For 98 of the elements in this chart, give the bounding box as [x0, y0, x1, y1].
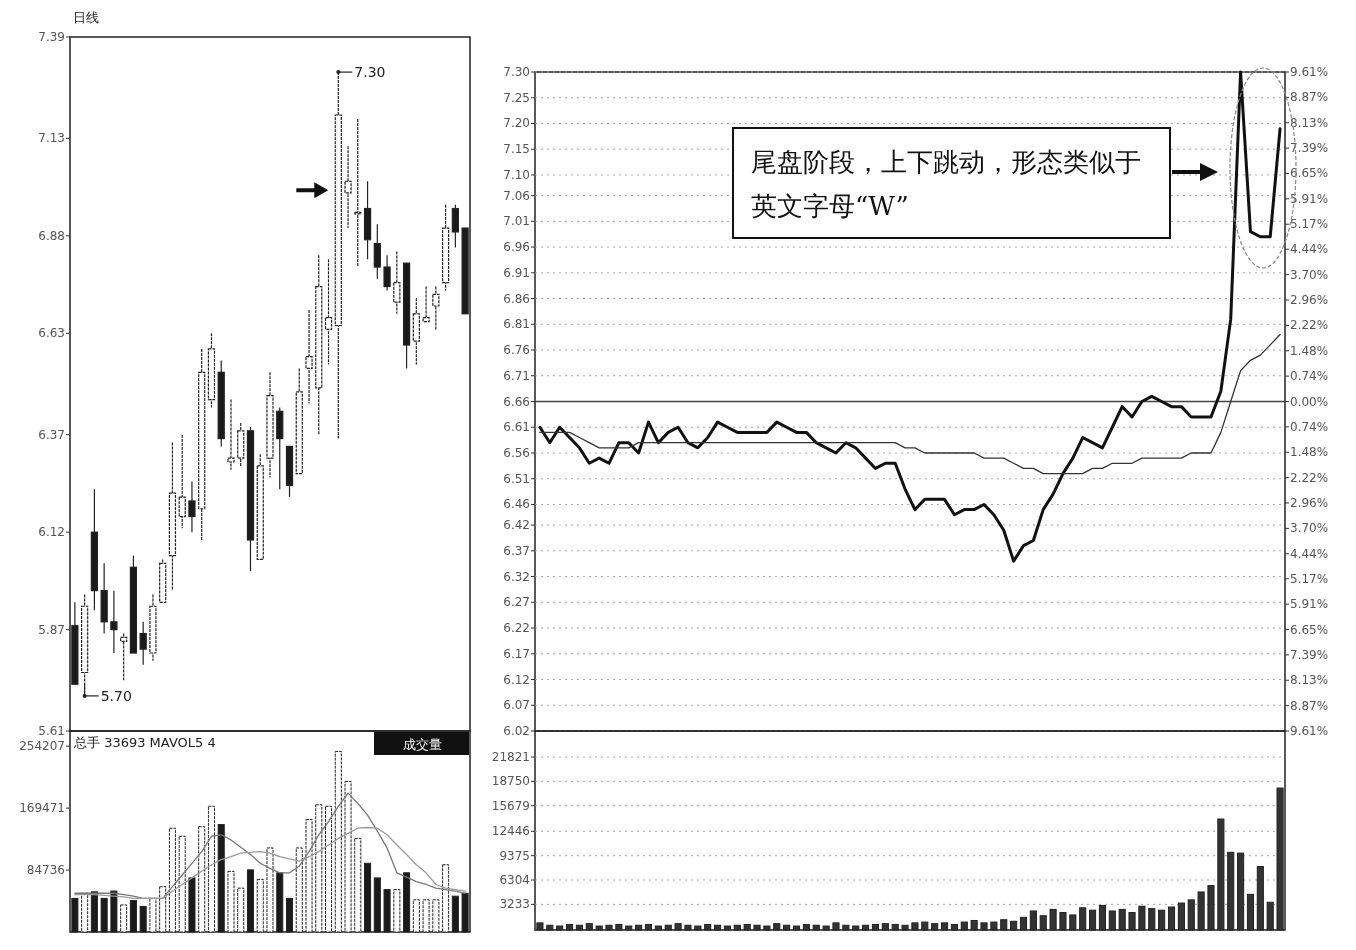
y2-tick-label: 8.13% — [1290, 115, 1329, 130]
y-tick-label: 6.91 — [503, 265, 530, 280]
y2-tick-label: 2.22% — [1290, 318, 1329, 333]
y-tick-label: 5.87 — [38, 622, 65, 637]
chart-title: 日线 — [73, 10, 99, 25]
y2-tick-label: 4.44% — [1290, 546, 1329, 561]
y2-tick-label: 9.61% — [1290, 724, 1329, 738]
y2-tick-label: 5.91% — [1290, 191, 1329, 206]
y-tick-label: 6.86 — [503, 291, 530, 306]
y2-tick-label: 7.39% — [1290, 141, 1329, 156]
y-tick-label: 6.17 — [503, 646, 530, 661]
y-tick-label: 5.61 — [38, 724, 65, 738]
y2-tick-label: 0.74% — [1290, 419, 1329, 434]
y-tick-label: 6.22 — [503, 621, 530, 636]
y-tick-label: 7.39 — [38, 30, 65, 44]
candlestick — [178, 434, 186, 529]
y-tick-label: 6.27 — [503, 595, 530, 610]
y-tick-label: 7.30 — [503, 65, 530, 79]
candlestick — [227, 399, 235, 471]
y-tick-label: 6.61 — [503, 420, 530, 435]
y-tick-label: 6.37 — [38, 427, 65, 442]
annotation: 5.70 — [100, 687, 132, 704]
candlestick — [305, 309, 313, 405]
y-tick-label: 6.81 — [503, 317, 530, 332]
candlestick — [324, 258, 333, 366]
y2-tick-label: 3.70% — [1290, 267, 1329, 282]
y-tick-label: 7.15 — [503, 142, 530, 157]
candlestick — [451, 204, 459, 249]
y-tick-label: 6.12 — [38, 525, 65, 540]
y2-tick-label: 5.17% — [1290, 571, 1329, 586]
y-tick-label: 7.06 — [503, 188, 530, 203]
y2-tick-label: 2.96% — [1290, 495, 1329, 510]
candlestick — [422, 285, 430, 323]
y-tick-label: 9375 — [499, 848, 530, 863]
y2-tick-label: 8.13% — [1290, 673, 1329, 688]
y-tick-label: 7.10 — [503, 167, 530, 182]
y2-tick-label: 7.39% — [1290, 647, 1329, 662]
y-tick-label: 6.12 — [503, 672, 530, 687]
y-tick-label: 7.01 — [503, 214, 530, 229]
candlestick — [383, 254, 391, 292]
y2-tick-label: 0.74% — [1290, 369, 1329, 384]
candlestick — [373, 223, 381, 280]
y2-tick-label: 3.70% — [1290, 521, 1329, 536]
annotation: 7.30 — [354, 64, 386, 81]
y2-tick-label: 8.87% — [1290, 90, 1329, 105]
y2-tick-label: 5.17% — [1290, 217, 1329, 232]
y-tick-label: 6.46 — [503, 497, 530, 512]
y-tick-label: 7.20 — [503, 116, 530, 131]
y-tick-label: 6.63 — [38, 326, 65, 341]
y-tick-label: 6.56 — [503, 445, 530, 460]
y-tick-label: 6.76 — [503, 343, 530, 358]
y2-tick-label: 6.65% — [1290, 166, 1329, 181]
y-tick-label: 84736 — [26, 863, 65, 878]
annotation: 尾盘阶段，上下跳动，形态类似于英文字母“W” — [751, 147, 1141, 221]
y2-tick-label: 0.00% — [1290, 394, 1329, 409]
line-series — [74, 826, 466, 900]
candlestick — [354, 118, 362, 268]
y-tick-label: 6.71 — [503, 368, 530, 383]
y2-tick-label: 5.91% — [1290, 597, 1329, 612]
y-tick-label: 15679 — [491, 798, 530, 813]
line-series — [539, 333, 1281, 475]
y-tick-label: 6.07 — [503, 698, 530, 713]
y-tick-label: 6.32 — [503, 569, 530, 584]
y2-tick-label: 2.96% — [1290, 293, 1329, 308]
y2-tick-label: 9.61% — [1290, 65, 1329, 79]
y-tick-label: 254207 — [19, 739, 65, 754]
chart-subtitle: 总手 33693 MAVOL5 4 — [73, 735, 216, 750]
y-tick-label: 6304 — [499, 873, 530, 888]
y-tick-label: 7.25 — [503, 90, 530, 105]
y-tick-label: 6.66 — [503, 394, 530, 409]
y2-tick-label: 6.65% — [1290, 622, 1329, 637]
y-tick-label: 6.96 — [503, 240, 530, 255]
y-tick-label: 21821 — [491, 750, 530, 764]
annotation: 成交量 — [402, 737, 442, 752]
candlestick — [393, 250, 401, 315]
candlestick — [139, 621, 147, 666]
candlestick — [432, 285, 440, 331]
y-tick-label: 6.02 — [503, 724, 530, 738]
y2-tick-label: 8.87% — [1290, 698, 1329, 713]
y2-tick-label: 1.48% — [1290, 445, 1329, 460]
y-tick-label: 169471 — [19, 801, 65, 816]
y-tick-label: 12446 — [491, 824, 530, 839]
y-tick-label: 7.13 — [38, 131, 65, 146]
candlestick — [188, 480, 196, 533]
y2-tick-label: 1.48% — [1290, 343, 1329, 358]
y2-tick-label: 2.22% — [1290, 470, 1329, 485]
line-series — [74, 792, 466, 900]
candlestick — [344, 145, 352, 229]
candlestick — [120, 632, 128, 681]
y-tick-label: 3233 — [499, 897, 530, 912]
line-series — [538, 70, 1282, 563]
y-tick-label: 6.37 — [503, 543, 530, 558]
y-tick-label: 6.42 — [503, 518, 530, 533]
y-tick-label: 6.51 — [503, 471, 530, 486]
candlestick — [110, 590, 118, 654]
y2-tick-label: 4.44% — [1290, 242, 1329, 257]
y-tick-label: 6.88 — [38, 228, 65, 243]
y-tick-label: 18750 — [491, 774, 530, 789]
